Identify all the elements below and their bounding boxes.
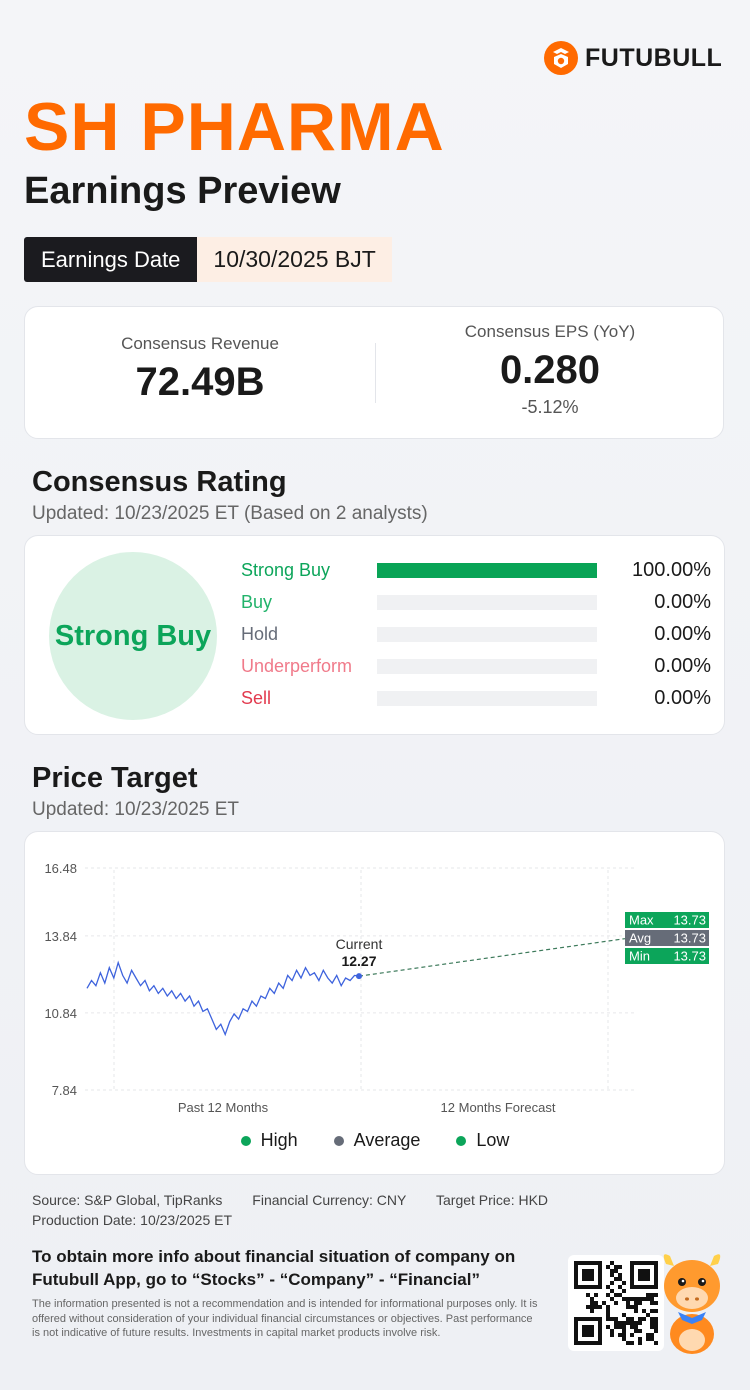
- disclaimer-text: The information presented is not a recom…: [32, 1298, 538, 1339]
- earnings-date-label: Earnings Date: [24, 237, 198, 282]
- x-axis-label: Past 12 Months: [178, 1100, 269, 1115]
- consensus-divider: [375, 343, 376, 403]
- legend-dot: [240, 1135, 251, 1146]
- price-target-title: Price Target: [32, 762, 198, 794]
- brand-logo-group: FUTUBULL: [543, 40, 722, 76]
- price-history-line: [86, 960, 360, 1037]
- legend-label: High: [260, 1130, 298, 1150]
- rating-title: Consensus Rating: [32, 466, 287, 498]
- rating-bar-fill: [377, 562, 597, 578]
- target-label-max: Max: [629, 913, 654, 928]
- footer-sources: Source: S&P Global, TipRanks Financial C…: [32, 1192, 574, 1208]
- source-text: Source: S&P Global, TipRanks: [32, 1192, 223, 1208]
- rating-bar: [377, 562, 597, 578]
- rating-row: Buy 0.00%: [241, 590, 711, 614]
- rating-bar: [377, 626, 597, 642]
- revenue-value: 72.49B: [135, 360, 265, 404]
- y-tick-label: 7.84: [52, 1083, 77, 1098]
- rating-updated: Updated: 10/23/2025 ET (Based on 2 analy…: [32, 503, 428, 524]
- rating-row: Underperform 0.00%: [241, 654, 711, 678]
- bull-mascot-icon: [663, 1254, 721, 1354]
- rating-percent: 0.00%: [654, 622, 711, 645]
- page-subtitle: Earnings Preview: [24, 170, 341, 212]
- legend-label: Average: [353, 1130, 421, 1150]
- rating-name: Buy: [241, 591, 273, 612]
- y-tick-label: 16.48: [44, 861, 77, 876]
- current-label: Current: [336, 936, 383, 952]
- rating-card: Strong Buy Strong Buy 100.00% Buy 0.00% Hold…: [24, 535, 725, 735]
- overall-rating-circle: Strong Buy: [49, 552, 217, 720]
- forecast-line: [358, 938, 626, 977]
- brand-name: FUTUBULL: [585, 43, 723, 72]
- rating-percent: 0.00%: [654, 590, 711, 613]
- rating-name: Strong Buy: [241, 559, 331, 580]
- production-date: Production Date: 10/23/2025 ET: [32, 1212, 233, 1228]
- eps-label: Consensus EPS (YoY): [464, 322, 636, 341]
- rating-bar: [377, 658, 597, 674]
- currency-text: Financial Currency: CNY: [252, 1192, 407, 1208]
- legend-item: Average: [333, 1130, 421, 1151]
- target-badge-max: [625, 912, 709, 928]
- current-price-point: [356, 973, 362, 980]
- rating-percent: 100.00%: [632, 558, 711, 581]
- rating-percent: 0.00%: [654, 686, 711, 709]
- rating-row: Strong Buy 100.00%: [241, 558, 711, 582]
- consensus-card: Consensus Revenue 72.49B Consensus EPS (…: [24, 306, 724, 439]
- legend-item: Low: [456, 1130, 509, 1151]
- legend-dot: [456, 1135, 467, 1146]
- target-label-min: Min: [629, 949, 650, 964]
- target-badge-min: [625, 948, 709, 964]
- rating-name: Sell: [241, 687, 272, 708]
- current-value: 12.27: [341, 953, 376, 969]
- chart-legend: High Average Low: [0, 1130, 750, 1151]
- rating-name: Hold: [241, 623, 279, 644]
- rating-percent: 0.00%: [654, 654, 711, 677]
- rating-row: Hold 0.00%: [241, 622, 711, 646]
- earnings-date-box: Earnings Date 10/30/2025 BJT: [24, 237, 392, 282]
- target-value-avg: 13.73: [673, 931, 706, 946]
- rating-bar: [377, 690, 597, 706]
- eps-change: -5.12%: [521, 397, 579, 417]
- futubull-logo-icon: [544, 41, 578, 75]
- eps-value: 0.280: [499, 348, 601, 392]
- legend-label: Low: [476, 1130, 510, 1150]
- y-tick-label: 10.84: [44, 1006, 77, 1021]
- target-value-max: 13.73: [673, 913, 706, 928]
- earnings-date-value: 10/30/2025 BJT: [197, 237, 392, 282]
- legend-dot: [333, 1135, 344, 1146]
- x-axis-label: 12 Months Forecast: [441, 1100, 556, 1115]
- target-value-min: 13.73: [673, 949, 706, 964]
- target-label-avg: Avg: [629, 931, 651, 946]
- price-target-card: 16.48 13.84 10.84 7.84 Current 12.27 Max 13.73 A…: [24, 831, 725, 1175]
- rating-bar: [377, 594, 597, 610]
- target-badge-avg: [625, 930, 709, 946]
- y-tick-label: 13.84: [44, 929, 77, 944]
- cta-text: To obtain more info about financial situ…: [32, 1247, 516, 1289]
- qr-code-icon[interactable]: [568, 1255, 664, 1351]
- target-price-text: Target Price: HKD: [436, 1192, 549, 1208]
- company-name: SH PHARMA: [24, 89, 445, 165]
- rating-row: Sell 0.00%: [241, 686, 711, 710]
- revenue-label: Consensus Revenue: [121, 334, 279, 353]
- consensus-revenue: Consensus Revenue 72.49B: [25, 307, 375, 440]
- consensus-eps: Consensus EPS (YoY) 0.280 -5.12%: [375, 307, 725, 440]
- rating-name: Underperform: [241, 655, 353, 676]
- price-target-updated: Updated: 10/23/2025 ET: [32, 799, 240, 820]
- legend-item: High: [240, 1130, 298, 1151]
